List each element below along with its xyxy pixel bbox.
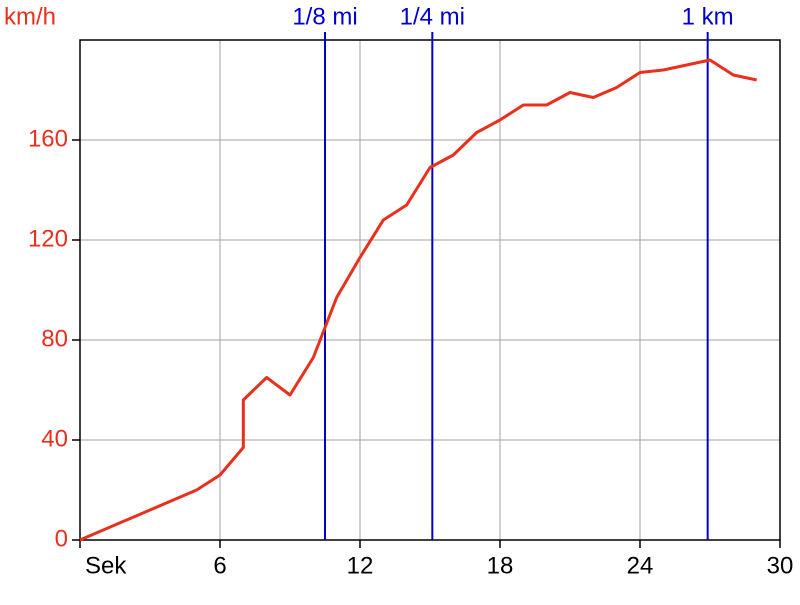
distance-marker-label: 1/4 mi xyxy=(400,3,465,30)
y-tick-label: 160 xyxy=(28,125,68,152)
y-tick-label: 0 xyxy=(55,525,68,552)
x-tick-label: Sek xyxy=(85,552,127,579)
x-tick-label: 30 xyxy=(767,552,794,579)
y-tick-label: 120 xyxy=(28,225,68,252)
y-tick-label: 80 xyxy=(41,325,68,352)
distance-marker-label: 1 km xyxy=(682,3,734,30)
distance-marker-label: 1/8 mi xyxy=(292,3,357,30)
y-tick-label: 40 xyxy=(41,425,68,452)
plot-border xyxy=(79,39,781,541)
x-tick-label: 6 xyxy=(213,552,226,579)
speed-line xyxy=(79,58,757,542)
x-tick-label: 12 xyxy=(347,552,374,579)
x-tick-label: 24 xyxy=(627,552,654,579)
y-axis-label: km/h xyxy=(4,3,56,30)
x-tick-label: 18 xyxy=(487,552,514,579)
